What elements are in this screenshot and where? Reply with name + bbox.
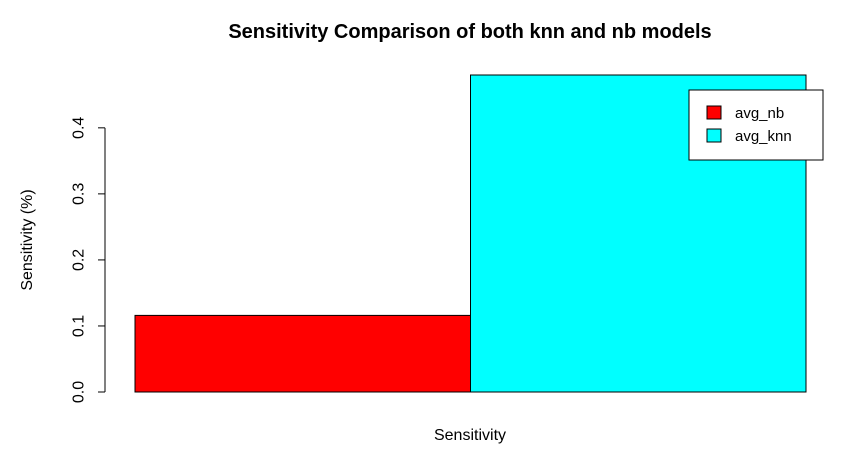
legend: avg_nb avg_knn [688, 89, 824, 161]
y-tick-label: 0.4 [71, 117, 88, 139]
legend-label-avg-knn: avg_knn [735, 128, 792, 145]
bar-avg-nb [134, 314, 471, 393]
chart-title: Sensitivity Comparison of both knn and n… [228, 21, 711, 43]
legend-box [688, 89, 824, 161]
y-tick-label: 0.1 [71, 315, 88, 337]
y-tick-label: 0.2 [71, 249, 88, 271]
y-tick-label: 0.3 [71, 183, 88, 205]
legend-swatch-avg-nb [706, 105, 722, 120]
legend-label-avg-nb: avg_nb [735, 105, 784, 122]
x-axis-label: Sensitivity [434, 427, 506, 444]
legend-swatch-avg-knn [706, 128, 722, 143]
y-axis: 0.0 0.1 0.2 0.3 0.4 [71, 117, 106, 403]
y-tick-label: 0.0 [71, 381, 88, 403]
y-axis-label: Sensitivity (%) [19, 189, 36, 290]
